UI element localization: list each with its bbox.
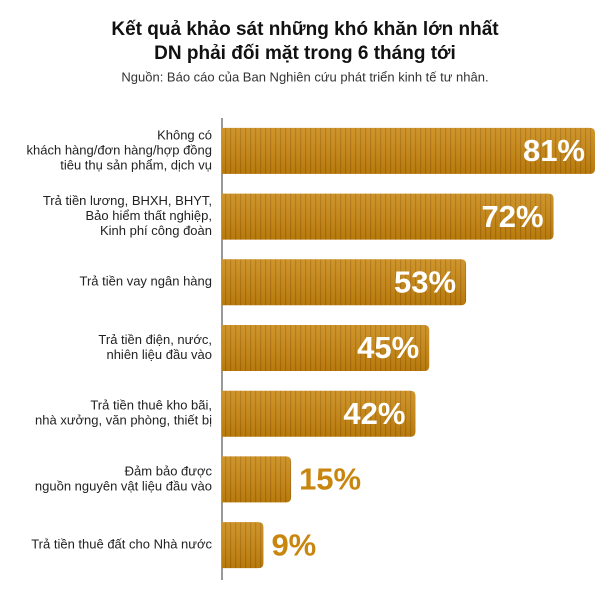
bar-shade — [222, 325, 430, 371]
value-label: 42% — [343, 396, 405, 431]
bar-shade — [222, 259, 467, 306]
value-label: 72% — [482, 199, 544, 234]
chart-title: Kết quả khảo sát những khó khăn lớn nhất — [111, 19, 499, 40]
category-label: Bảo hiểm thất nghiệp, — [86, 208, 212, 223]
value-label: 9% — [271, 527, 316, 562]
chart-subtitle: Nguồn: Báo cáo của Ban Nghiên cứu phát t… — [121, 69, 488, 84]
category-label: Trả tiền lương, BHXH, BHYT, — [43, 193, 212, 208]
category-label: Trả tiền thuê kho bãi, — [90, 398, 212, 413]
bar-shade — [222, 390, 416, 437]
category-label: Không có — [157, 127, 212, 142]
category-label: Trả tiền thuê đất cho Nhà nước — [31, 537, 212, 552]
category-label: nhà xưởng, văn phòng, thiết bị — [35, 413, 212, 428]
category-label: Trả tiền điện, nước, — [98, 332, 212, 347]
chart-title: DN phải đối mặt trong 6 tháng tới — [154, 43, 456, 64]
value-label: 53% — [394, 264, 456, 299]
category-label: Đảm bảo được — [125, 463, 213, 478]
category-label: tiêu thụ sản phẩm, dịch vụ — [60, 157, 212, 172]
bar-shade — [222, 127, 595, 174]
category-label: nhiên liệu đầu vào — [106, 347, 212, 362]
bar-shade — [222, 193, 554, 240]
bar-shade — [222, 456, 292, 503]
value-label: 81% — [523, 133, 585, 168]
category-label: Kinh phí công đoàn — [100, 223, 212, 238]
value-label: 45% — [357, 330, 419, 365]
category-label: Trả tiền vay ngân hàng — [80, 274, 213, 289]
category-label: khách hàng/đơn hàng/hợp đồng — [27, 142, 212, 157]
bar-shade — [222, 522, 264, 569]
value-label: 15% — [299, 462, 361, 497]
category-label: nguồn nguyên vật liệu đầu vào — [35, 478, 212, 493]
